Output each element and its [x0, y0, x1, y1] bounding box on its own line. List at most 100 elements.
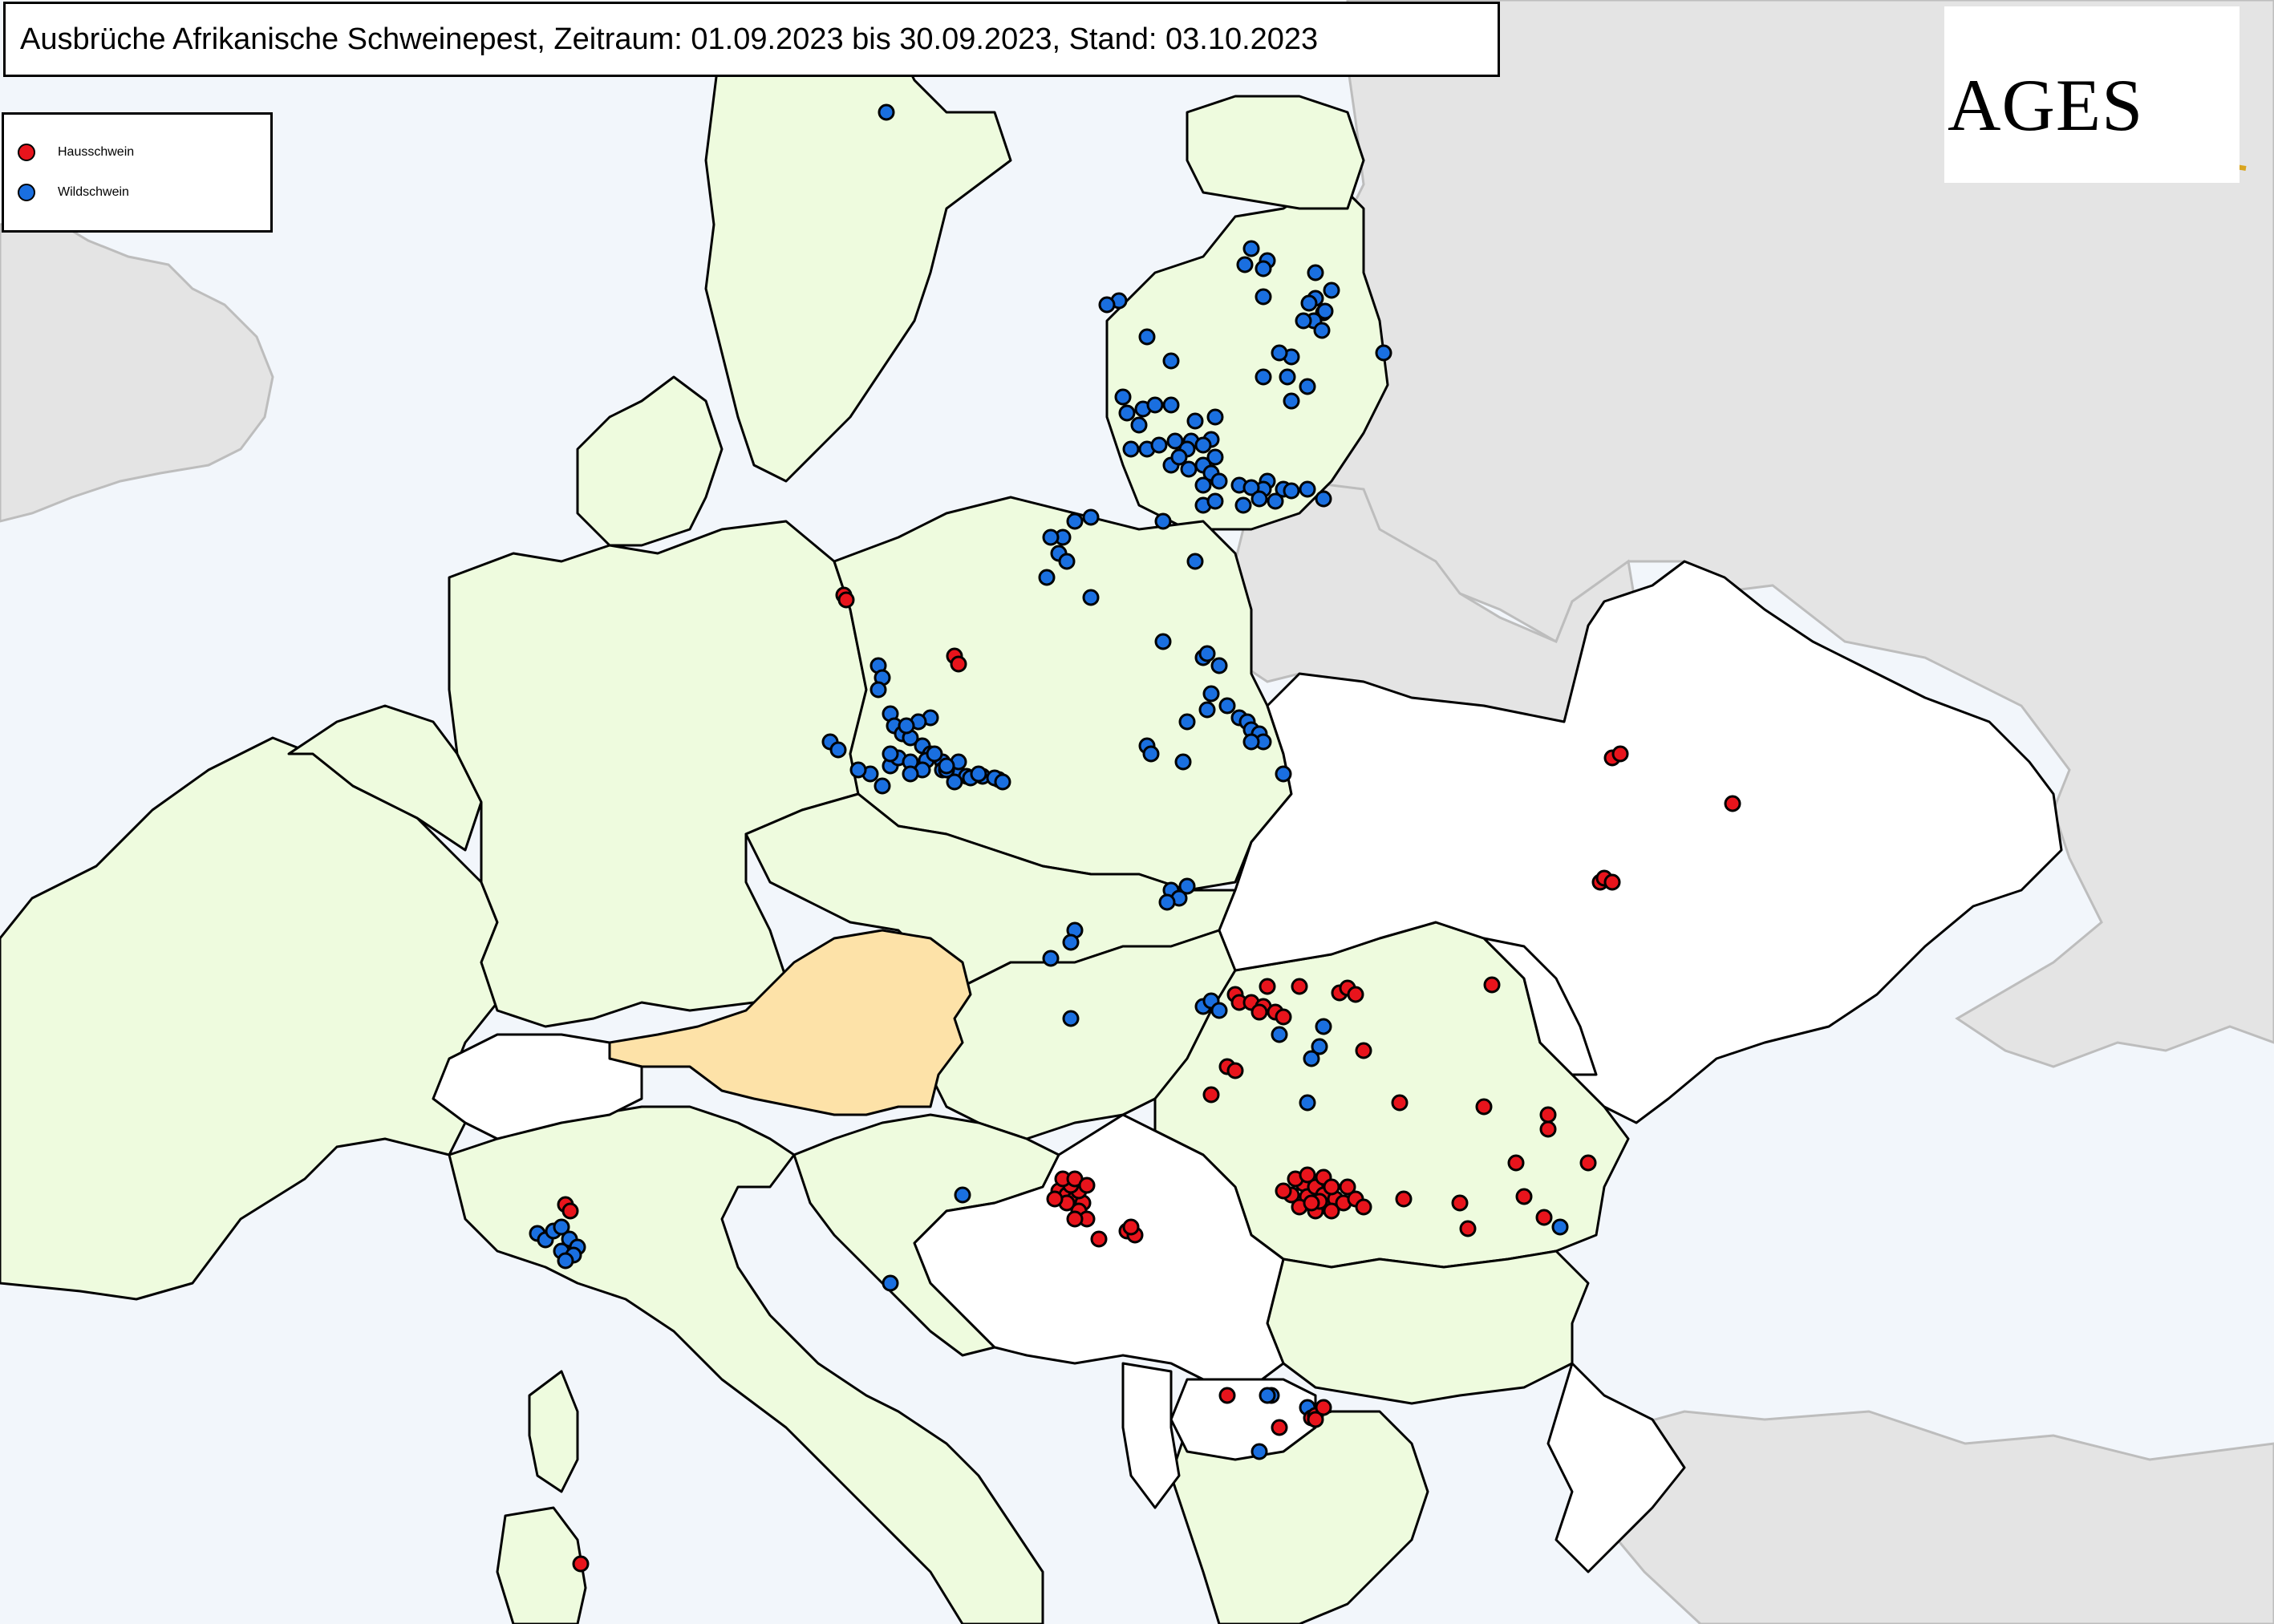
- outbreak-marker-wild: [1194, 476, 1212, 494]
- region-italy: [448, 1105, 1044, 1624]
- outbreak-marker-wild: [1316, 302, 1334, 320]
- outbreak-marker-domestic: [1451, 1194, 1469, 1212]
- outbreak-marker-wild: [1158, 893, 1176, 911]
- outbreak-marker-wild: [1259, 1387, 1276, 1404]
- outbreak-marker-wild: [1066, 512, 1084, 530]
- outbreak-marker-domestic: [1202, 1086, 1220, 1104]
- outbreak-marker-wild: [874, 777, 891, 795]
- outbreak-marker-domestic: [1539, 1120, 1557, 1138]
- outbreak-marker-wild: [1058, 553, 1076, 570]
- outbreak-marker-wild: [1150, 436, 1168, 454]
- region-turkey: [1595, 1410, 2274, 1624]
- outbreak-marker-domestic: [1218, 1387, 1236, 1404]
- outbreak-marker-domestic: [1323, 1178, 1340, 1196]
- outbreak-marker-domestic: [1724, 795, 1741, 812]
- outbreak-marker-wild: [1218, 697, 1236, 715]
- outbreak-marker-wild: [1375, 344, 1392, 362]
- outbreak-marker-wild: [1236, 256, 1254, 273]
- outbreak-marker-wild: [878, 103, 895, 121]
- outbreak-marker-domestic: [1459, 1220, 1477, 1237]
- outbreak-marker-wild: [1142, 745, 1160, 763]
- outbreak-marker-wild: [1267, 492, 1284, 510]
- outbreak-marker-domestic: [1515, 1188, 1533, 1205]
- outbreak-marker-wild: [557, 1252, 574, 1270]
- outbreak-marker-wild: [1271, 344, 1288, 362]
- outbreak-marker-wild: [1162, 352, 1180, 370]
- outbreak-marker-domestic: [1303, 1194, 1320, 1212]
- outbreak-marker-domestic: [1315, 1399, 1332, 1416]
- outbreak-marker-domestic: [1611, 745, 1629, 763]
- outbreak-marker-wild: [1154, 512, 1172, 530]
- outbreak-marker-domestic: [1046, 1190, 1064, 1208]
- outbreak-marker-wild: [1042, 950, 1060, 967]
- non-eu-white: [432, 560, 2063, 1573]
- outbreak-marker-wild: [902, 765, 919, 783]
- outbreak-marker-wild: [829, 741, 847, 759]
- outbreak-marker-wild: [1307, 264, 1324, 281]
- outbreak-marker-wild: [1275, 765, 1292, 783]
- outbreak-marker-domestic: [1259, 978, 1276, 995]
- outbreak-marker-wild: [849, 761, 867, 779]
- outbreak-marker-wild: [1186, 412, 1204, 430]
- outbreak-marker-wild: [1250, 490, 1268, 508]
- outbreak-marker-wild: [1250, 1443, 1268, 1460]
- outbreak-marker-wild: [1210, 657, 1228, 674]
- map-title: Ausbrüche Afrikanische Schweinepest, Zei…: [3, 2, 1500, 77]
- outbreak-marker-domestic: [1122, 1218, 1140, 1236]
- outbreak-marker-domestic: [1339, 1178, 1356, 1196]
- outbreak-marker-wild: [1082, 508, 1100, 526]
- outbreak-marker-wild: [1206, 448, 1224, 466]
- outbreak-marker-wild: [1234, 496, 1252, 514]
- region-serbia-bosnia: [913, 1113, 1285, 1389]
- outbreak-marker-wild: [1551, 1218, 1569, 1236]
- outbreak-marker-wild: [1242, 240, 1260, 257]
- outbreak-marker-wild: [1311, 1038, 1328, 1055]
- outbreak-marker-wild: [1300, 294, 1318, 312]
- outbreak-marker-wild: [1178, 713, 1196, 731]
- outbreak-marker-wild: [1255, 260, 1272, 277]
- legend-dot-domestic: [18, 144, 35, 161]
- outbreak-marker-wild: [1283, 392, 1300, 410]
- outbreak-marker-wild: [898, 717, 915, 735]
- outbreak-marker-domestic: [1078, 1176, 1096, 1194]
- outbreak-marker-domestic: [1507, 1154, 1525, 1172]
- outbreak-marker-domestic: [1250, 1003, 1268, 1021]
- outbreak-marker-domestic: [837, 591, 855, 609]
- outbreak-marker-wild: [1146, 396, 1164, 414]
- outbreak-marker-wild: [1130, 416, 1148, 434]
- region-uk: [0, 215, 274, 523]
- outbreak-marker-wild: [1206, 408, 1224, 426]
- outbreak-marker-domestic: [1395, 1190, 1413, 1208]
- outbreak-marker-domestic: [1275, 1182, 1292, 1200]
- outbreak-marker-wild: [1313, 322, 1331, 339]
- outbreak-marker-wild: [1178, 877, 1196, 895]
- outbreak-marker-domestic: [1483, 976, 1501, 994]
- outbreak-marker-wild: [1206, 492, 1224, 510]
- outbreak-marker-wild: [1186, 553, 1204, 570]
- legend-label-wild: Wildschwein: [58, 185, 129, 199]
- legend-dot-wild: [18, 184, 35, 201]
- outbreak-marker-wild: [1242, 479, 1260, 496]
- outbreak-marker-wild: [1198, 645, 1216, 662]
- outbreak-marker-wild: [1138, 328, 1156, 346]
- outbreak-marker-wild: [1315, 490, 1332, 508]
- region-albania: [1121, 1362, 1181, 1509]
- outbreak-marker-wild: [970, 765, 987, 783]
- region-sardinia: [496, 1506, 587, 1624]
- region-ukraine: [1218, 560, 2063, 1124]
- region-turkey-west: [1546, 1362, 1686, 1573]
- legend-item-wild: Wildschwein: [18, 175, 129, 210]
- outbreak-marker-wild: [1202, 685, 1220, 703]
- outbreak-marker-wild: [1062, 933, 1080, 951]
- region-denmark: [576, 375, 724, 547]
- outbreak-marker-wild: [1299, 1094, 1316, 1112]
- outbreak-marker-wild: [1210, 1002, 1228, 1019]
- outbreak-marker-domestic: [1275, 1008, 1292, 1026]
- outbreak-marker-domestic: [1475, 1098, 1493, 1116]
- outbreak-marker-wild: [1180, 460, 1198, 478]
- region-germany: [448, 520, 868, 1028]
- outbreak-marker-domestic: [1090, 1230, 1108, 1248]
- outbreak-marker-wild: [1170, 448, 1188, 466]
- outbreak-marker-wild: [1198, 701, 1216, 719]
